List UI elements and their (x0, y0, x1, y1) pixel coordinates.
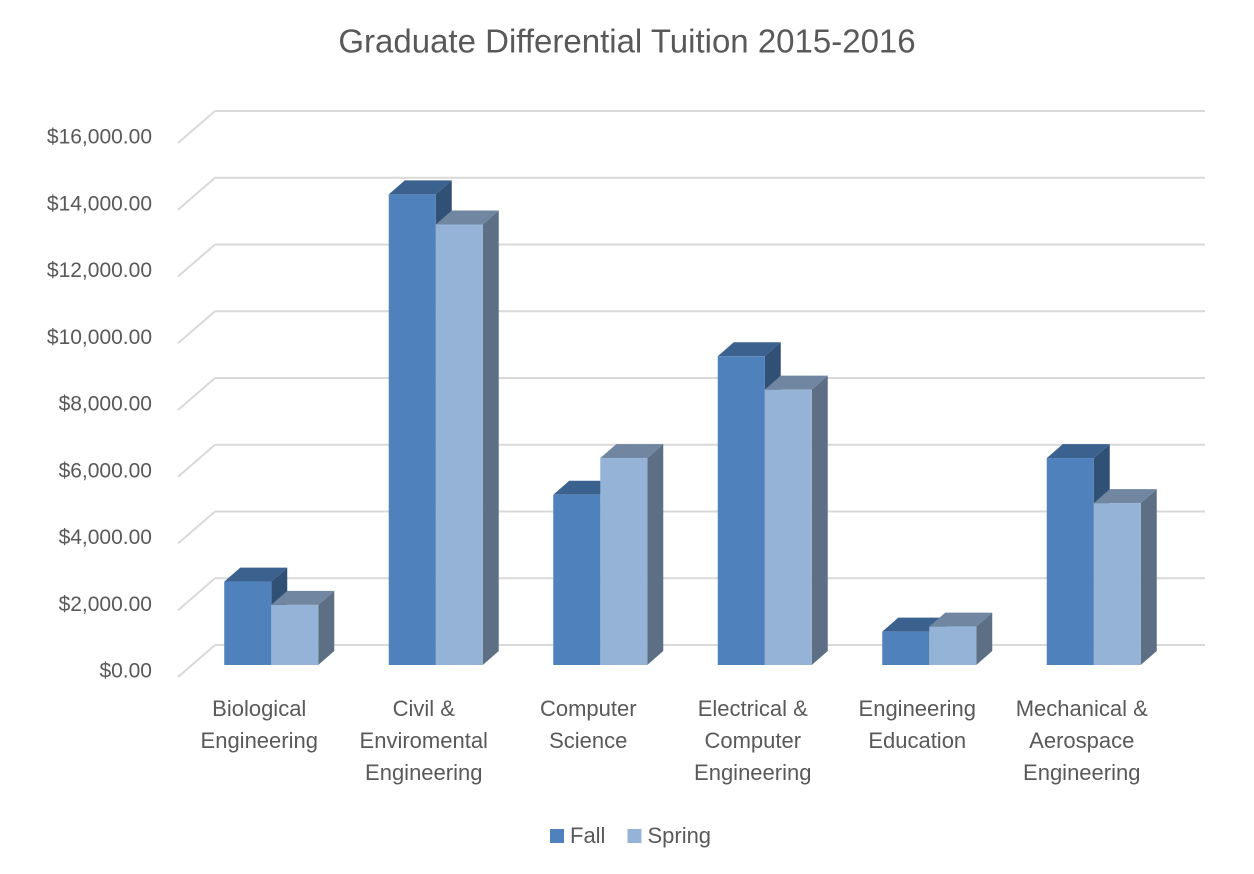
bar (600, 444, 664, 665)
y-tick-label: $14,000.00 (47, 192, 152, 215)
bar-top (600, 444, 664, 459)
grid-line (177, 310, 216, 345)
y-tick-label: $2,000.00 (59, 593, 152, 616)
bar-side (647, 444, 664, 665)
bar-front (553, 494, 601, 665)
y-tick-label: $0.00 (99, 660, 152, 683)
bar-side (976, 612, 993, 665)
bar-front (271, 604, 319, 665)
bar-front (717, 356, 765, 665)
bar-top (764, 375, 828, 390)
bar-front (764, 389, 812, 665)
legend-label: Fall (570, 823, 605, 848)
grid-line (177, 243, 216, 278)
bar (271, 590, 335, 665)
legend-swatch (627, 829, 642, 843)
bar (435, 210, 499, 665)
y-tick-label: $12,000.00 (47, 259, 152, 282)
grid-line (177, 644, 216, 678)
bar-front (1093, 503, 1141, 665)
legend-label: Spring (647, 823, 711, 848)
bar-top (224, 567, 288, 582)
grid-line (177, 443, 216, 478)
bar-top (1046, 444, 1110, 459)
grid-line (177, 377, 216, 411)
bar-side (482, 210, 499, 665)
grid-line (177, 176, 216, 211)
bar-front (1046, 458, 1094, 665)
bar-front (882, 631, 930, 665)
grid-line (177, 510, 216, 545)
x-tick-label: Computer Science (539, 696, 637, 753)
y-tick-label: $4,000.00 (59, 526, 152, 549)
y-tick-label: $16,000.00 (47, 126, 152, 149)
bar-side (811, 375, 828, 665)
chart-title: Graduate Differential Tuition 2015-2016 (338, 23, 915, 60)
legend-swatch (550, 829, 564, 843)
bar-front (224, 581, 272, 665)
bar-front (600, 458, 648, 665)
bar-top (271, 590, 335, 605)
bar-top (435, 210, 499, 225)
bar-front (388, 194, 436, 665)
bar-side (318, 590, 335, 665)
x-tick-label: Civil & Enviromental Engineering (359, 696, 488, 785)
y-tick-label: $8,000.00 (59, 393, 152, 416)
y-tick-label: $6,000.00 (59, 459, 152, 482)
y-tick-label: $10,000.00 (47, 326, 152, 349)
bar (929, 612, 993, 665)
bar-top (929, 612, 993, 627)
x-tick-label: Biological Engineering (200, 696, 318, 753)
grid-line (177, 110, 216, 144)
bar-top (1093, 489, 1157, 504)
x-tick-label: Engineering Education (858, 696, 976, 753)
bar-top (717, 342, 781, 357)
bar (764, 375, 828, 665)
bar-front (929, 626, 977, 665)
bar (1093, 489, 1157, 665)
grid-line (177, 577, 216, 612)
bar-top (388, 180, 452, 195)
bar-side (1140, 489, 1157, 665)
x-tick-label: Mechanical & Aerospace Engineering (1015, 696, 1148, 785)
bar-front (435, 224, 483, 665)
x-tick-label: Electrical & Computer Engineering (694, 696, 812, 785)
